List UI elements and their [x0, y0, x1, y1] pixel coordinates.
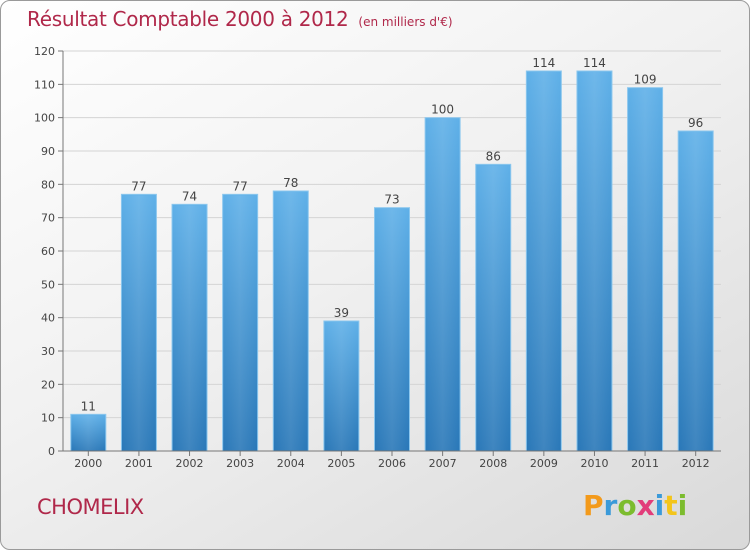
value-label-2002: 74 [182, 189, 197, 203]
y-tick-label: 20 [41, 378, 55, 391]
x-tick-label-2012: 2012 [682, 457, 710, 470]
y-tick-label: 30 [41, 345, 55, 358]
x-tick-label-2011: 2011 [631, 457, 659, 470]
x-tick-label-2001: 2001 [125, 457, 153, 470]
brand-letter: i [677, 489, 688, 522]
value-label-2009: 114 [532, 56, 555, 70]
bar-shine [426, 118, 460, 451]
value-label-2005: 39 [334, 306, 349, 320]
brand-letter: t [664, 489, 678, 522]
y-tick-label: 90 [41, 145, 55, 158]
commune-name: CHOMELIX [37, 495, 144, 519]
value-label-2008: 86 [486, 149, 501, 163]
x-tick-label-2007: 2007 [429, 457, 457, 470]
value-label-2011: 109 [634, 73, 657, 87]
x-tick-label-2006: 2006 [378, 457, 406, 470]
y-tick-label: 40 [41, 312, 55, 325]
y-tick-label: 0 [48, 445, 55, 458]
bar-shine [122, 195, 156, 450]
bar-shine [628, 88, 662, 451]
value-label-2003: 77 [233, 179, 248, 193]
bar-shine [527, 72, 561, 450]
value-label-2007: 100 [431, 103, 454, 117]
brand-letter: r [603, 489, 618, 522]
proxiti-logo: Proxiti [583, 489, 687, 522]
y-tick-label: 60 [41, 245, 55, 258]
value-label-2001: 77 [131, 179, 146, 193]
value-label-2000: 11 [81, 399, 96, 413]
y-tick-label: 10 [41, 412, 55, 425]
bar-shine [679, 132, 713, 450]
x-tick-label-2010: 2010 [580, 457, 608, 470]
brand-letter: o [617, 489, 637, 522]
bar-shine [375, 208, 409, 450]
bar-shine [577, 72, 611, 450]
y-tick-label: 100 [34, 112, 55, 125]
x-tick-label-2003: 2003 [226, 457, 254, 470]
chart-title-text: Résultat Comptable 2000 à 2012 [27, 7, 349, 31]
x-tick-label-2008: 2008 [479, 457, 507, 470]
value-label-2010: 114 [583, 56, 606, 70]
bar-shine [173, 205, 207, 450]
chart-title: Résultat Comptable 2000 à 2012 (en millie… [27, 7, 453, 31]
bar-shine [476, 165, 510, 451]
value-label-2012: 96 [688, 116, 703, 130]
value-label-2006: 73 [384, 193, 399, 207]
x-tick-label-2002: 2002 [176, 457, 204, 470]
brand-letter: i [654, 489, 665, 522]
y-tick-label: 80 [41, 178, 55, 191]
x-tick-label-2009: 2009 [530, 457, 558, 470]
bar-shine [324, 322, 358, 450]
x-tick-label-2004: 2004 [277, 457, 305, 470]
value-label-2004: 78 [283, 176, 298, 190]
y-tick-label: 70 [41, 212, 55, 225]
bar-shine [274, 192, 308, 450]
x-tick-label-2000: 2000 [74, 457, 102, 470]
brand-letter: P [583, 489, 604, 522]
y-tick-label: 50 [41, 278, 55, 291]
y-tick-label: 120 [34, 45, 55, 58]
chart-unit: (en milliers d'€) [358, 15, 453, 29]
y-tick-label: 110 [34, 78, 55, 91]
brand-letter: x [636, 489, 655, 522]
x-tick-label-2005: 2005 [327, 457, 355, 470]
bar-shine [223, 195, 257, 450]
bar-shine [71, 415, 105, 450]
